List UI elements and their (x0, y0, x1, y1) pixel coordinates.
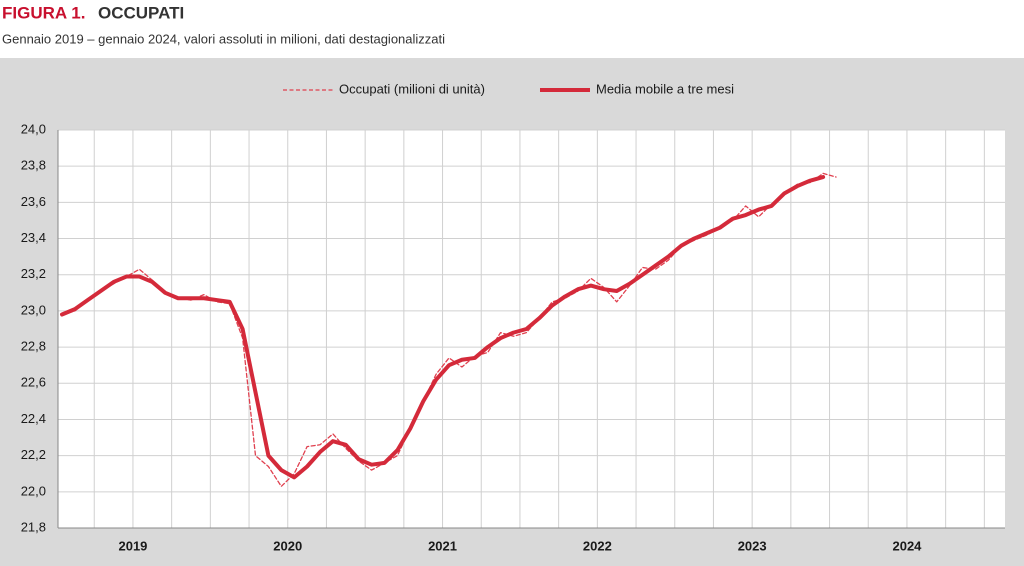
y-tick-label: 21,8 (21, 519, 46, 534)
y-tick-label: 22,6 (21, 375, 46, 390)
legend-label: Media mobile a tre mesi (596, 81, 734, 96)
x-tick-label: 2020 (273, 538, 302, 553)
y-tick-label: 23,6 (21, 194, 46, 209)
x-tick-label: 2021 (428, 538, 457, 553)
title-prefix: FIGURA 1. (2, 3, 85, 22)
plot-area (58, 130, 1005, 528)
x-tick-label: 2022 (583, 538, 612, 553)
y-tick-label: 24,0 (21, 121, 46, 136)
y-tick-label: 23,4 (21, 230, 46, 245)
y-tick-label: 23,8 (21, 158, 46, 173)
y-tick-label: 22,8 (21, 339, 46, 354)
series-line (60, 175, 826, 480)
y-tick-label: 22,4 (21, 411, 46, 426)
x-tick-label: 2024 (892, 538, 922, 553)
x-tick-label: 2019 (118, 538, 147, 553)
x-tick-label: 2023 (738, 538, 767, 553)
y-tick-label: 23,2 (21, 266, 46, 281)
chart-title: OCCUPATI (98, 3, 184, 22)
y-tick-label: 22,0 (21, 483, 46, 498)
y-tick-label: 22,2 (21, 447, 46, 462)
chart-subtitle: Gennaio 2019 – gennaio 2024, valori asso… (2, 31, 445, 46)
y-tick-label: 23,0 (21, 302, 46, 317)
legend-label: Occupati (milioni di unità) (339, 81, 485, 96)
